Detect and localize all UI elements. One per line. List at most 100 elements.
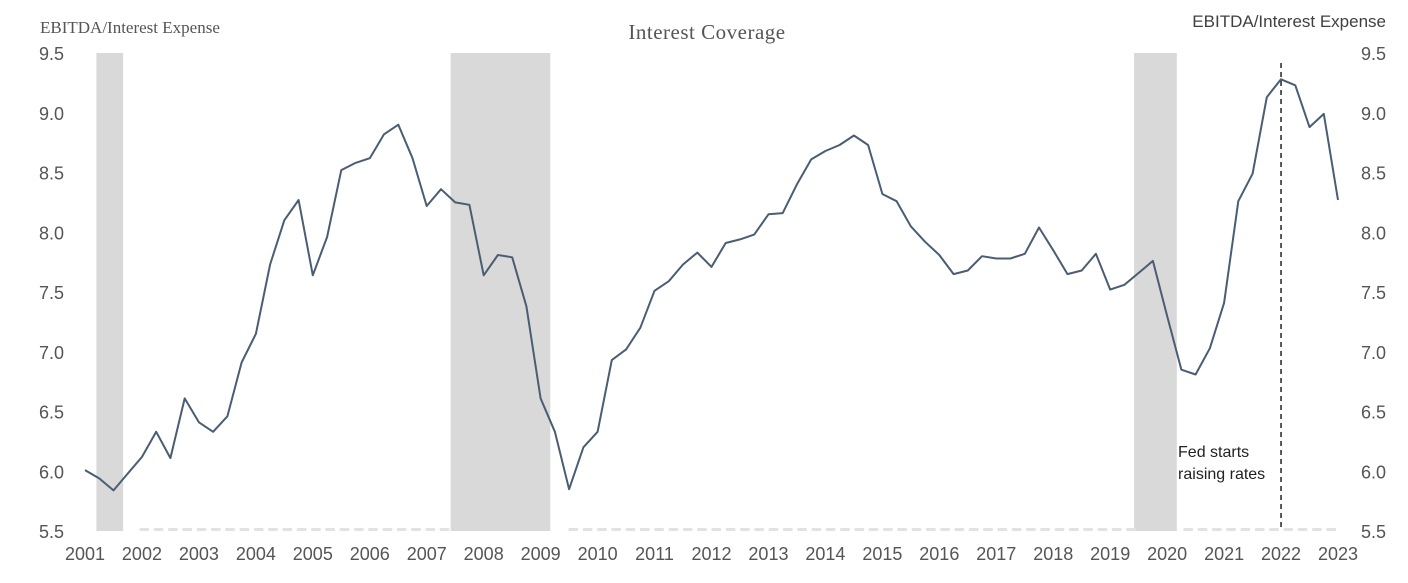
y-axis-left-label: EBITDA/Interest Expense bbox=[40, 18, 220, 37]
y-tick-left-label: 9.0 bbox=[39, 104, 64, 124]
baseline-dot bbox=[1068, 528, 1079, 531]
recession-band-2 bbox=[1134, 53, 1177, 531]
baseline-dot bbox=[439, 528, 450, 531]
x-tick-label: 2017 bbox=[976, 544, 1016, 564]
baseline-dot bbox=[425, 528, 436, 531]
series-line bbox=[84, 78, 1339, 492]
baseline-dot bbox=[697, 528, 707, 531]
baseline-dot bbox=[954, 528, 965, 531]
baseline-dot bbox=[268, 528, 278, 531]
baseline-dot bbox=[1025, 528, 1036, 531]
baseline-dot bbox=[382, 528, 393, 531]
baseline-dot bbox=[1326, 528, 1337, 531]
baseline-dot bbox=[840, 528, 850, 531]
baseline-dot bbox=[1269, 528, 1279, 531]
baseline-dot bbox=[983, 528, 993, 531]
baseline-dot bbox=[854, 528, 865, 531]
y-tick-right-label: 5.5 bbox=[1361, 522, 1386, 542]
y-tick-right-label: 6.0 bbox=[1361, 462, 1386, 482]
x-tick-label: 2016 bbox=[919, 544, 959, 564]
x-tick-label: 2013 bbox=[748, 544, 788, 564]
baseline-dot bbox=[282, 528, 293, 531]
baseline-dot bbox=[711, 528, 722, 531]
x-tick-label: 2009 bbox=[521, 544, 561, 564]
y-tick-right-label: 7.0 bbox=[1361, 343, 1386, 363]
x-tick-label: 2001 bbox=[65, 544, 105, 564]
baseline-dot bbox=[782, 528, 793, 531]
baseline-dot bbox=[1183, 528, 1194, 531]
baseline-dot bbox=[940, 528, 951, 531]
baseline-dot bbox=[139, 528, 150, 531]
recession-band-0 bbox=[96, 53, 124, 531]
baseline-dot bbox=[239, 528, 250, 531]
y-axis-right: 5.5 6.0 6.5 7.0 7.5 8.0 8.5 9.0 9.5 bbox=[1361, 44, 1386, 542]
baseline-dot bbox=[325, 528, 336, 531]
baseline-dot bbox=[1126, 528, 1136, 531]
baseline-dot bbox=[911, 528, 922, 531]
baseline-dot bbox=[596, 528, 607, 531]
baseline-dot bbox=[339, 528, 350, 531]
x-tick-label: 2019 bbox=[1090, 544, 1130, 564]
baseline-dot bbox=[611, 528, 622, 531]
y-axis-right-label: EBITDA/Interest Expense bbox=[1192, 12, 1386, 31]
x-tick-label: 2022 bbox=[1261, 544, 1301, 564]
baseline-dot bbox=[1083, 528, 1094, 531]
y-tick-left-label: 6.5 bbox=[39, 403, 64, 423]
baseline-dot bbox=[654, 528, 665, 531]
x-tick-label: 2002 bbox=[122, 544, 162, 564]
baseline-dot bbox=[1226, 528, 1237, 531]
baseline-dot bbox=[725, 528, 736, 531]
baseline-dot bbox=[1111, 528, 1122, 531]
annotation-line1: Fed starts bbox=[1178, 444, 1249, 461]
y-tick-left-label: 8.0 bbox=[39, 223, 64, 243]
baseline-dot bbox=[1011, 528, 1022, 531]
baseline-dot bbox=[825, 528, 836, 531]
x-tick-label: 2012 bbox=[691, 544, 731, 564]
baseline-dot bbox=[353, 528, 364, 531]
y-tick-right-label: 7.5 bbox=[1361, 283, 1386, 303]
baseline-dot bbox=[1311, 528, 1322, 531]
y-tick-left-label: 7.0 bbox=[39, 343, 64, 363]
baseline-dot bbox=[153, 528, 164, 531]
x-tick-label: 2023 bbox=[1318, 544, 1358, 564]
baseline-dot bbox=[625, 528, 636, 531]
baseline-dot bbox=[925, 528, 936, 531]
baseline-dot bbox=[882, 528, 893, 531]
y-tick-right-label: 6.5 bbox=[1361, 403, 1386, 423]
x-tick-label: 2010 bbox=[578, 544, 618, 564]
x-tick-label: 2005 bbox=[293, 544, 333, 564]
annotation-line2: raising rates bbox=[1178, 466, 1265, 483]
x-tick-label: 2015 bbox=[862, 544, 902, 564]
x-tick-label: 2018 bbox=[1033, 544, 1073, 564]
x-tick-label: 2008 bbox=[464, 544, 504, 564]
baseline-dot bbox=[811, 528, 822, 531]
baseline-dot bbox=[368, 528, 379, 531]
x-tick-label: 2021 bbox=[1204, 544, 1244, 564]
recession-band-1 bbox=[450, 53, 551, 531]
baseline-dot bbox=[1211, 528, 1222, 531]
baseline-dot bbox=[739, 528, 750, 531]
baseline-dots bbox=[139, 528, 1337, 531]
baseline-dot bbox=[1297, 528, 1308, 531]
chart-title: Interest Coverage bbox=[628, 20, 785, 44]
baseline-dot bbox=[868, 528, 879, 531]
baseline-dot bbox=[797, 528, 808, 531]
recession-bands bbox=[96, 53, 1177, 531]
baseline-dot bbox=[668, 528, 679, 531]
baseline-dot bbox=[997, 528, 1008, 531]
baseline-dot bbox=[182, 528, 193, 531]
y-tick-right-label: 8.0 bbox=[1361, 223, 1386, 243]
y-tick-left-label: 5.5 bbox=[39, 522, 64, 542]
x-tick-label: 2003 bbox=[179, 544, 219, 564]
baseline-dot bbox=[639, 528, 650, 531]
y-tick-right-label: 9.5 bbox=[1361, 44, 1386, 64]
baseline-dot bbox=[411, 528, 421, 531]
baseline-dot bbox=[1283, 528, 1294, 531]
y-tick-left-label: 7.5 bbox=[39, 283, 64, 303]
baseline-dot bbox=[210, 528, 221, 531]
baseline-dot bbox=[897, 528, 908, 531]
baseline-dot bbox=[568, 528, 579, 531]
y-axis-left: 5.5 6.0 6.5 7.0 7.5 8.0 8.5 9.0 9.5 bbox=[39, 44, 64, 542]
baseline-dot bbox=[253, 528, 264, 531]
